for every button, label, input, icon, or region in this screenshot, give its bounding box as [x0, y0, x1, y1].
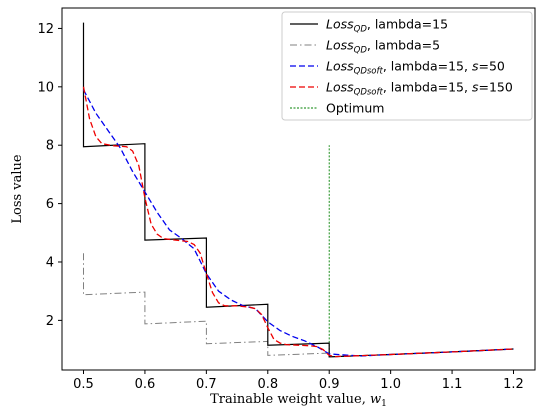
- axes-frame: [61, 7, 536, 371]
- legend-entry-0: LossQD, lambda=15: [326, 17, 448, 35]
- x-tick-label: 0.7: [196, 377, 217, 392]
- x-axis-label-sub: 1: [381, 399, 387, 409]
- legend-entry-4: Optimum: [326, 101, 384, 116]
- x-axis-label: Trainable weight value, w1: [210, 392, 387, 409]
- x-axis-label-var: w: [370, 392, 381, 407]
- x-tick-label: 0.6: [135, 377, 156, 392]
- legend-entry-1: LossQD, lambda=5: [326, 38, 440, 56]
- legend-entry-3: LossQDsoft, lambda=15, s=150: [326, 80, 513, 98]
- legend: LossQD, lambda=15 LossQD, lambda=5 LossQDs…: [281, 11, 533, 121]
- x-tick-label: 1.1: [442, 377, 463, 392]
- x-tick-label: 1.2: [503, 377, 524, 392]
- x-axis-label-main: Trainable weight value,: [210, 392, 370, 407]
- x-tick-label: 1.0: [380, 377, 401, 392]
- y-tick-label: 6: [46, 197, 54, 212]
- y-tick-label: 8: [46, 139, 54, 154]
- y-axis: 2 4 6 8 10 12: [37, 22, 62, 329]
- y-tick-label: 10: [37, 80, 54, 95]
- series-line-3: [82, 86, 514, 358]
- x-tick-label: 0.8: [257, 377, 278, 392]
- y-tick-label: 12: [37, 22, 54, 37]
- legend-box: [281, 11, 533, 121]
- y-tick-label: 2: [46, 314, 54, 329]
- plot-lines: [82, 22, 514, 358]
- x-axis: 0.5 0.6 0.7 0.8 0.9 1.0 1.1 1.2: [73, 370, 524, 392]
- x-tick-label: 0.9: [319, 377, 340, 392]
- legend-entry-2: LossQDsoft, lambda=15, s=50: [326, 59, 505, 77]
- series-line-1: [83, 253, 514, 358]
- y-tick-label: 4: [46, 255, 54, 270]
- series-line-2: [82, 89, 514, 357]
- y-axis-label: Loss value: [10, 154, 25, 224]
- x-tick-label: 0.5: [73, 377, 94, 392]
